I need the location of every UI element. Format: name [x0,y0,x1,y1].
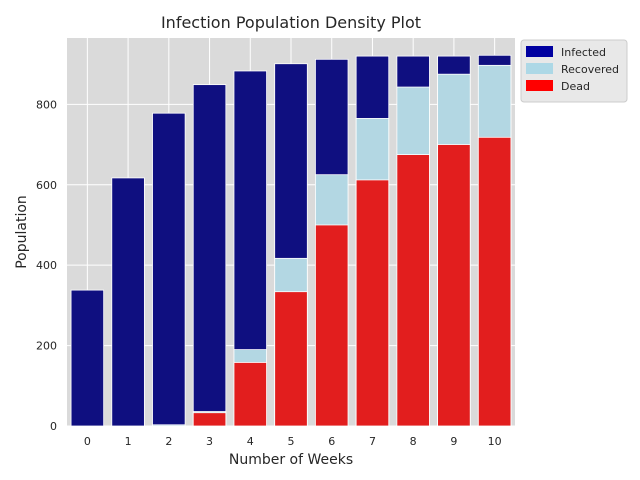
bar-dead-week-6 [315,224,349,427]
legend-swatch-infected [526,46,553,57]
bar-dead-week-10 [477,136,512,427]
bars-group [70,54,512,427]
x-tick-label: 10 [488,435,502,448]
legend-label-recovered: Recovered [561,63,619,76]
chart-title: Infection Population Density Plot [161,13,421,32]
y-tick-labels: 0 200 400 600 800 [36,98,57,433]
x-tick-labels: 0 1 2 3 4 5 6 7 8 9 10 [84,435,502,448]
x-tick-label: 4 [247,435,254,448]
bar-dead-week-4 [233,362,267,427]
y-tick-label: 0 [50,420,57,433]
x-tick-label: 0 [84,435,91,448]
x-tick-label: 7 [369,435,376,448]
legend-swatch-dead [526,80,553,91]
bar-dead-week-8 [396,154,430,427]
legend-label-dead: Dead [561,80,590,93]
x-tick-label: 3 [206,435,213,448]
y-tick-label: 800 [36,98,57,111]
x-axis-label: Number of Weeks [229,452,353,468]
bar-infected-week-3 [192,84,227,427]
bar-dead-week-3 [192,412,227,427]
bar-dead-week-9 [437,144,471,427]
legend: Infected Recovered Dead [520,39,628,103]
bar-infected-week-1 [111,177,145,427]
bar-dead-week-5 [274,291,308,427]
y-axis-label: Population [14,195,30,269]
bar-dead-week-7 [355,179,390,427]
bar-recovered-week-2 [152,424,186,427]
x-tick-label: 8 [410,435,417,448]
x-tick-label: 2 [165,435,172,448]
y-tick-label: 400 [36,259,57,272]
x-tick-label: 9 [450,435,457,448]
bar-infected-week-2 [152,112,186,427]
x-tick-label: 6 [328,435,335,448]
x-tick-label: 1 [125,435,132,448]
x-tick-label: 5 [288,435,295,448]
y-tick-label: 600 [36,179,57,192]
legend-swatch-recovered [526,63,553,74]
bar-infected-week-0 [70,289,105,427]
legend-label-infected: Infected [561,46,606,59]
y-tick-label: 200 [36,340,57,353]
legend-items: Infected Recovered Dead [526,46,619,93]
